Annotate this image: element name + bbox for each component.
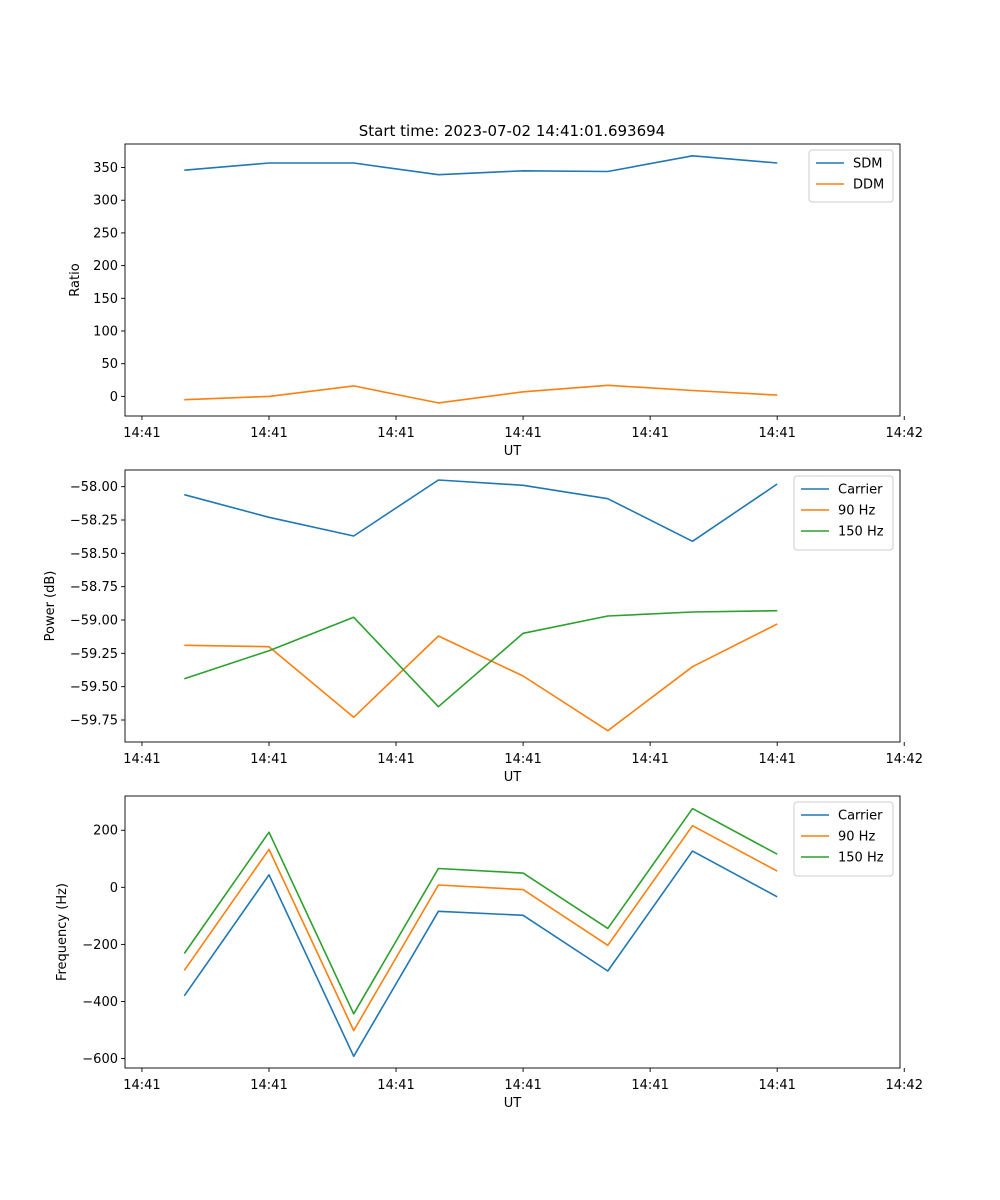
y-tick-label: −59.75 [70,714,118,729]
series-line-150-hz [184,609,778,708]
y-tick-label: −59.00 [70,614,118,629]
x-tick-label: 14:41 [631,1078,668,1093]
x-axis-label: UT [504,1096,522,1111]
x-tick-label: 14:41 [504,752,541,767]
y-tick-label: −58.50 [70,547,118,562]
series-line-sdm [184,155,778,176]
x-tick-label: 14:42 [886,752,923,767]
y-tick-label: 250 [93,226,118,241]
chart-title: Start time: 2023-07-02 14:41:01.693694 [359,122,665,140]
x-tick-label: 14:41 [377,1078,414,1093]
legend-label: SDM [853,157,882,172]
y-tick-label: 0 [110,390,118,405]
x-tick-label: 14:41 [758,752,795,767]
x-tick-label: 14:41 [123,426,160,441]
x-tick-label: 14:41 [377,752,414,767]
legend: SDM DDM [808,149,894,203]
x-axis-label: UT [504,444,522,459]
y-tick-label: −59.50 [70,680,118,695]
x-tick-label: 14:41 [377,426,414,441]
series-line-150-hz [183,807,778,1015]
x-tick-label: 14:41 [250,1078,287,1093]
y-tick-label: −58.75 [70,580,118,595]
y-tick-label: 50 [101,357,118,372]
x-tick-label: 14:42 [886,426,923,441]
y-tick-label: 200 [93,824,118,839]
series-line-90-hz [184,623,778,732]
x-axis-label: UT [504,770,522,785]
y-tick-label: 300 [93,194,118,209]
y-tick-label: 100 [93,325,118,340]
legend-label: 150 Hz [838,525,884,540]
y-axis-label: Ratio [68,263,83,296]
y-tick-label: −58.25 [70,514,118,529]
axes-frame [124,143,901,417]
legend: Carrier 90 Hz 150 Hz [793,475,894,551]
series-line-ddm [184,384,778,404]
axes-frame [124,795,901,1069]
x-tick-label: 14:41 [504,1078,541,1093]
x-tick-label: 14:41 [758,426,795,441]
y-tick-label: 150 [93,292,118,307]
legend-label: 150 Hz [838,851,884,866]
series-line-90-hz [183,824,778,1032]
y-tick-label: 0 [110,881,118,896]
y-tick-label: −59.25 [70,647,118,662]
y-tick-label: −200 [82,938,118,953]
x-tick-label: 14:41 [631,426,668,441]
legend: Carrier 90 Hz 150 Hz [793,801,894,877]
legend-label: Carrier [838,483,883,498]
x-tick-label: 14:41 [123,1078,160,1093]
y-axis-label: Power (dB) [43,571,58,642]
series-line-carrier [184,479,778,543]
y-tick-label: −600 [82,1052,118,1067]
x-tick-label: 14:41 [504,426,541,441]
legend-label: 90 Hz [838,830,875,845]
x-tick-label: 14:41 [123,752,160,767]
x-tick-label: 14:41 [758,1078,795,1093]
chart-panel-1: 14:41 14:41 14:41 14:41 14:41 14:41 14:42 0 50 10… [68,143,923,459]
x-tick-label: 14:41 [250,426,287,441]
series-line-carrier [183,850,778,1058]
y-axis-label: Frequency (Hz) [55,883,70,981]
legend-label: 90 Hz [838,504,875,519]
x-tick-label: 14:41 [250,752,287,767]
y-tick-label: 350 [93,161,118,176]
legend-label: Carrier [838,809,883,824]
chart-panel-2: 14:41 14:41 14:41 14:41 14:41 14:41 14:42 −59.7… [43,469,923,785]
y-tick-label: 200 [93,259,118,274]
legend-label: DDM [853,178,884,193]
chart-panel-3: 14:41 14:41 14:41 14:41 14:41 14:41 14:42 −600 −… [55,795,923,1111]
x-tick-label: 14:41 [631,752,668,767]
x-tick-label: 14:42 [886,1078,923,1093]
y-tick-label: −58.00 [70,480,118,495]
axes-frame [124,469,901,743]
y-tick-label: −400 [82,995,118,1010]
